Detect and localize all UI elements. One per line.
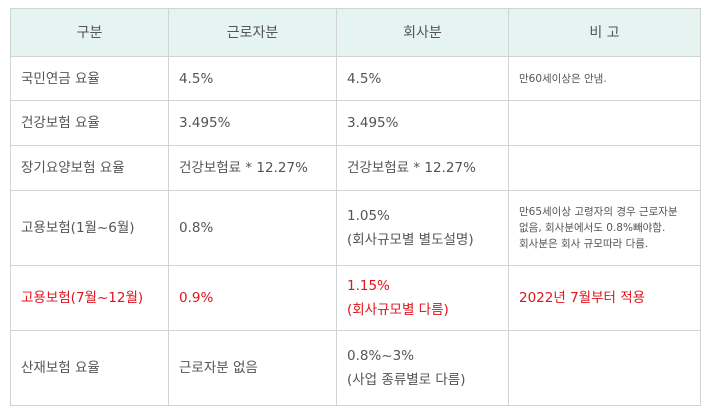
cell: 국민연금 요율 <box>10 56 169 101</box>
row: 산재보험 요율 근로자분 없음 0.8%~3% (사업 종류별로 다름) <box>10 330 701 406</box>
header-cell: 근로자분 <box>168 8 337 57</box>
cell: 고용보험(7월~12월) <box>10 265 169 331</box>
cell: 산재보험 요율 <box>10 330 169 406</box>
cell: 3.495% <box>336 100 509 146</box>
header-row: 구분 근로자분 회사분 비 고 <box>10 8 701 57</box>
row: 장기요양보험 요율 건강보험료 * 12.27% 건강보험료 * 12.27% <box>10 145 701 191</box>
cell <box>508 145 701 191</box>
cell: 1.05% (회사규모별 별도설명) <box>336 190 509 266</box>
cell <box>508 100 701 146</box>
note-cell: 2022년 7월부터 적용 <box>508 265 701 331</box>
note-cell: 만60세이상은 안냄. <box>508 56 701 101</box>
row: 고용보험(1월~6월) 0.8% 1.05% (회사규모별 별도설명) 만65세… <box>10 190 701 266</box>
cell: 근로자분 없음 <box>168 330 337 406</box>
insurance-table: 구분 근로자분 회사분 비 고 국민연금 요율 4.5% 4.5% 만60세이상… <box>10 8 701 406</box>
cell: 3.495% <box>168 100 337 146</box>
cell: 0.8% <box>168 190 337 266</box>
header-cell: 비 고 <box>508 8 701 57</box>
row: 건강보험 요율 3.495% 3.495% <box>10 100 701 146</box>
header-cell: 회사분 <box>336 8 509 57</box>
cell: 건강보험료 * 12.27% <box>336 145 509 191</box>
cell: 4.5% <box>168 56 337 101</box>
header-cell: 구분 <box>10 8 169 57</box>
row: 국민연금 요율 4.5% 4.5% 만60세이상은 안냄. <box>10 56 701 101</box>
note-cell: 만65세이상 고령자의 경우 근로자분 없음, 회사분에서도 0.8%빼야함. … <box>508 190 701 266</box>
cell: 0.8%~3% (사업 종류별로 다름) <box>336 330 509 406</box>
cell: 1.15% (회사규모별 다름) <box>336 265 509 331</box>
cell: 고용보험(1월~6월) <box>10 190 169 266</box>
cell: 4.5% <box>336 56 509 101</box>
cell: 건강보험 요율 <box>10 100 169 146</box>
cell: 0.9% <box>168 265 337 331</box>
cell <box>508 330 701 406</box>
highlight-row: 고용보험(7월~12월) 0.9% 1.15% (회사규모별 다름) 2022년… <box>10 265 701 331</box>
cell: 장기요양보험 요율 <box>10 145 169 191</box>
cell: 건강보험료 * 12.27% <box>168 145 337 191</box>
